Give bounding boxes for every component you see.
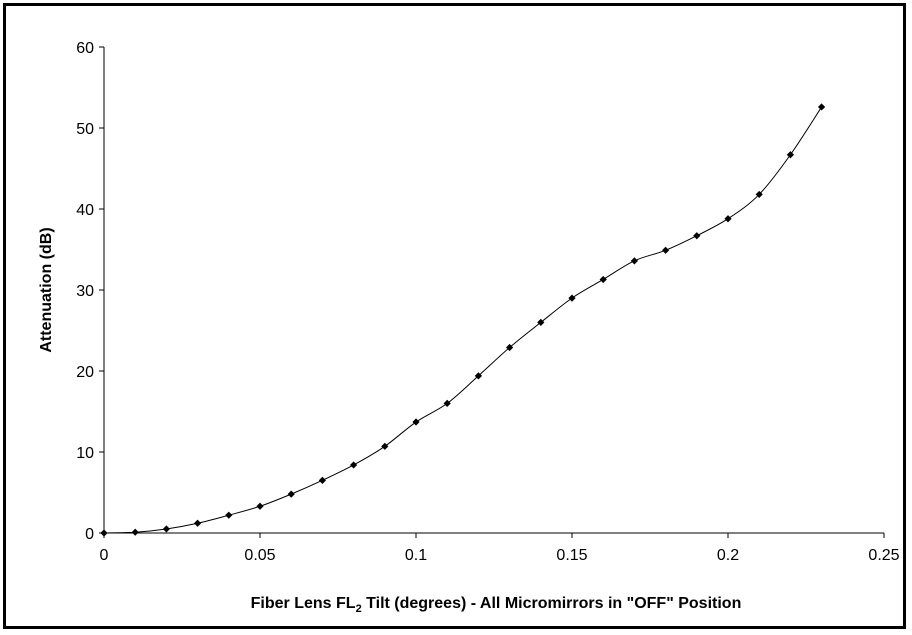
series-line [103,106,823,534]
y-tick-label: 0 [85,526,94,543]
y-tick-label: 20 [76,364,94,381]
y-tick-label: 60 [76,40,94,57]
data-point-marker [318,476,326,484]
data-point-marker [599,275,607,284]
data-point-marker [537,318,545,326]
data-point-marker [630,257,638,265]
data-point-marker [162,525,170,533]
data-point-marker [662,246,670,254]
data-point-marker [350,461,358,469]
chart-frame: 0 10 20 30 40 50 60 0 0.05 0.1 0.15 0.2 0.25 Attenua… [3,3,906,629]
data-point-marker [194,519,202,527]
x-tick-label: 0.15 [556,547,587,564]
x-axis-title-rest: Tilt (degrees) - All Micromirrors in "OF… [362,595,742,612]
data-point-marker [256,502,264,510]
data-point-marker [568,294,576,302]
series-layer [100,103,826,537]
axes [103,47,884,534]
data-point-marker [100,529,108,537]
data-point-marker [506,343,514,352]
data-point-marker [786,151,794,159]
x-tick-label: 0.2 [717,547,739,564]
axis-ticks: 0 10 20 30 40 50 60 0 0.05 0.1 0.15 0.2 0.25 [76,40,899,564]
x-tick-label: 0.05 [244,547,275,564]
x-axis-title: Fiber Lens FL2 Tilt (degrees) - All Micr… [251,595,742,615]
data-point-marker [474,372,482,380]
data-point-marker [755,190,763,199]
data-point-marker [225,511,233,519]
x-axis-title-subscript: 2 [356,603,362,615]
y-axis-title: Attenuation (dB) [38,227,55,352]
x-tick-label: 0.25 [868,547,899,564]
x-tick-label: 0.1 [405,547,427,564]
data-point-marker [818,103,826,111]
y-tick-label: 50 [76,121,94,138]
y-tick-label: 40 [76,202,94,219]
line-chart: 0 10 20 30 40 50 60 0 0.05 0.1 0.15 0.2 0.25 Attenua… [38,40,900,615]
data-point-marker [412,418,420,426]
y-tick-label: 30 [76,283,94,300]
data-point-marker [131,528,139,536]
x-axis-title-main: Fiber Lens FL [251,595,356,612]
data-point-marker [724,215,732,223]
data-point-marker [287,490,295,498]
data-point-marker [693,232,701,240]
data-point-marker [443,399,451,407]
y-tick-label: 10 [76,445,94,462]
x-tick-label: 0 [100,547,109,564]
data-point-marker [381,442,389,450]
